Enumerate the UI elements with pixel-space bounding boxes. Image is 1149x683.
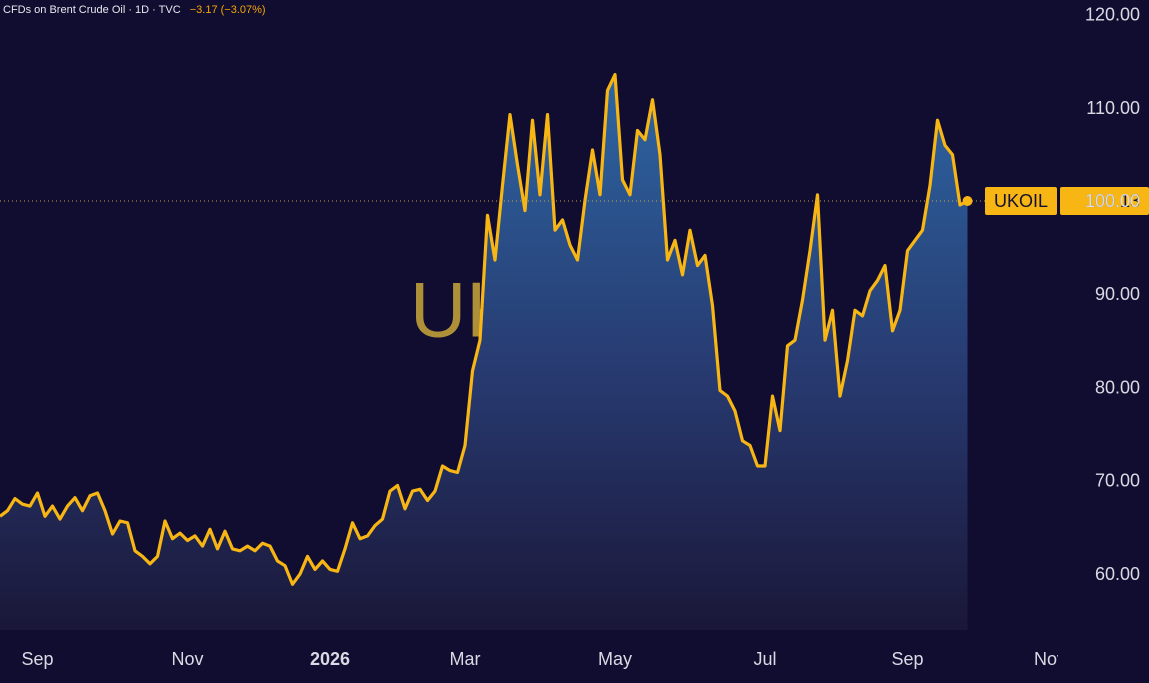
x-tick-label: Jul (753, 649, 776, 669)
x-tick-label: May (598, 649, 632, 669)
y-tick-label: 90.00 (1095, 284, 1140, 304)
x-tick-label: Sep (21, 649, 53, 669)
y-tick-label: 70.00 (1095, 471, 1140, 491)
symbol-box (985, 187, 1057, 216)
header: CFDs on Brent Crude Oil · 1D · TVC −3.17… (3, 4, 266, 16)
last-price-dot (962, 196, 973, 207)
y-axis: 60.00 70.00 80.00 90.00 100.00 110.00 120.00 (1085, 5, 1140, 584)
x-tick-label: Nov (1034, 649, 1066, 669)
price-box (1060, 187, 1149, 216)
y-tick-label: 60.00 (1095, 564, 1140, 584)
x-tick-label: 2026 (310, 649, 350, 669)
price-label: 100.13 (1085, 191, 1140, 211)
y-tick-label: 80.00 (1095, 377, 1140, 397)
x-tick-label: Nov (171, 649, 203, 669)
x-axis: Sep Nov 2026 Mar May Jul Sep Nov (21, 649, 1066, 669)
y-tick-label: 120.00 (1085, 5, 1140, 25)
chart-title: CFDs on Brent Crude Oil · 1D · TVC (3, 4, 181, 16)
price-line (0, 73, 969, 586)
y-tick-label: 100.00 (1085, 191, 1140, 211)
x-tick-label: Mar (450, 649, 481, 669)
symbol-label: UKOIL (994, 191, 1048, 211)
y-tick-label: 110.00 (1086, 98, 1140, 118)
price-change: −3.17 (−3.07%) (190, 4, 266, 16)
x-tick-label: Sep (891, 649, 923, 669)
plot: UKOIL 100.13 (0, 73, 1149, 631)
area-fill (0, 74, 968, 631)
